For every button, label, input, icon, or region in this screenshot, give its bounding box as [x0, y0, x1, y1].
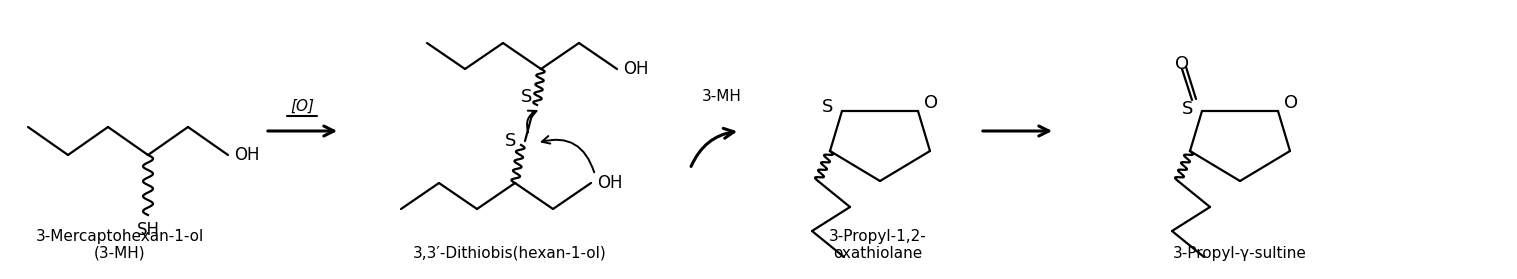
Text: OH: OH: [598, 174, 622, 192]
Text: 3,3′-Dithiobis(hexan-1-ol): 3,3′-Dithiobis(hexan-1-ol): [413, 246, 607, 261]
Text: 3-Mercaptohexan-1-ol
(3-MH): 3-Mercaptohexan-1-ol (3-MH): [36, 229, 205, 261]
Text: 3-Propyl-γ-sultine: 3-Propyl-γ-sultine: [1173, 246, 1308, 261]
Text: OH: OH: [234, 146, 259, 164]
Text: S: S: [505, 132, 517, 150]
Text: S: S: [1182, 100, 1194, 118]
Text: 3-MH: 3-MH: [702, 89, 742, 104]
Text: SH: SH: [137, 221, 159, 239]
Text: O: O: [1283, 94, 1299, 112]
Text: O: O: [1176, 55, 1189, 73]
Text: S: S: [522, 88, 532, 106]
Text: 3-Propyl-1,2-
oxathiolane: 3-Propyl-1,2- oxathiolane: [830, 229, 927, 261]
Text: OH: OH: [623, 60, 648, 78]
Text: S: S: [822, 98, 834, 116]
Text: [O]: [O]: [290, 99, 314, 114]
Text: O: O: [924, 94, 938, 112]
